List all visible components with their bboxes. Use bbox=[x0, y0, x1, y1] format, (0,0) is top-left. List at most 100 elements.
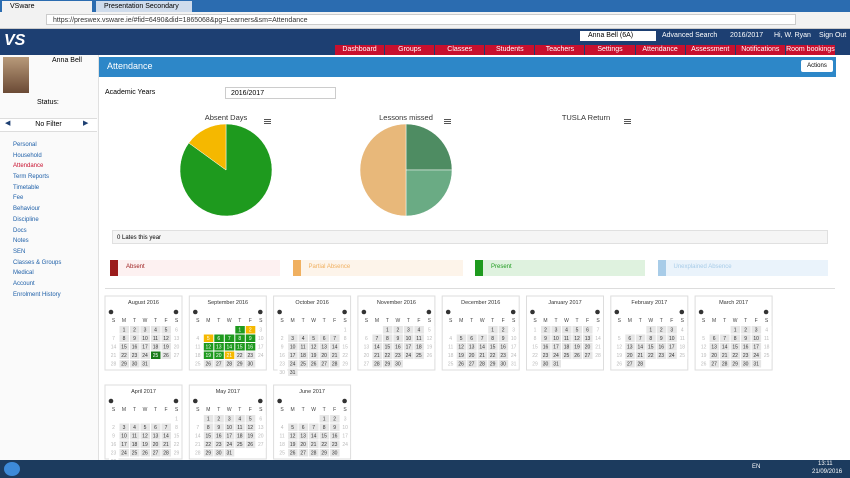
menu-item[interactable]: Attendance bbox=[635, 45, 685, 55]
user[interactable]: Hi, W. Ryan bbox=[774, 32, 811, 39]
nav-item[interactable]: Classes & Groups bbox=[13, 259, 62, 266]
nav-item[interactable]: Docs bbox=[13, 227, 27, 234]
day-cell bbox=[319, 440, 330, 448]
nav-item[interactable]: Behaviour bbox=[13, 206, 41, 213]
day-cell bbox=[203, 449, 214, 457]
day: 13 bbox=[174, 336, 180, 342]
day: 8 bbox=[534, 336, 537, 342]
menu-item[interactable]: Dashboard bbox=[335, 45, 385, 55]
nav-item[interactable]: Personal bbox=[13, 142, 37, 148]
day: 30 bbox=[279, 370, 285, 376]
day-cell bbox=[403, 351, 414, 359]
day: 8 bbox=[344, 336, 347, 342]
nav-item[interactable]: Timetable bbox=[13, 184, 40, 191]
nav-item[interactable]: Attendance bbox=[13, 163, 44, 170]
day-cell bbox=[193, 360, 203, 368]
url[interactable]: https://preswex.vsware.ie/#fid=6490&did=… bbox=[46, 14, 796, 25]
tab[interactable]: VSware bbox=[2, 1, 92, 12]
tab[interactable]: Presentation Secondary bbox=[96, 1, 192, 12]
day-cell bbox=[593, 326, 603, 334]
search[interactable]: Anna Bell (6A) bbox=[580, 31, 656, 41]
nav-item[interactable]: Discipline bbox=[13, 216, 39, 223]
day: 5 bbox=[702, 336, 705, 342]
filter[interactable]: No Filter bbox=[0, 118, 97, 132]
advanced-search[interactable]: Advanced Search bbox=[662, 32, 718, 39]
day: 21 bbox=[374, 353, 380, 359]
day-cell bbox=[130, 334, 140, 342]
day: 9 bbox=[333, 425, 336, 431]
day: 26 bbox=[290, 451, 296, 457]
day-cell bbox=[172, 432, 182, 440]
nav-item[interactable]: Enrolment History bbox=[13, 291, 61, 298]
day-cell bbox=[277, 449, 288, 457]
day-cell bbox=[277, 351, 288, 359]
day: 20 bbox=[216, 353, 222, 359]
day-cell bbox=[583, 343, 593, 351]
day: 27 bbox=[711, 362, 717, 368]
prev[interactable]: ◀ bbox=[5, 120, 11, 127]
day: 25 bbox=[448, 362, 454, 368]
day-cell bbox=[277, 440, 288, 448]
sign-out[interactable]: Sign Out bbox=[819, 32, 847, 39]
menu-item[interactable]: Settings bbox=[585, 45, 635, 55]
menu-item[interactable]: Room bookings bbox=[785, 45, 835, 55]
day: 19 bbox=[163, 345, 169, 351]
weekday: S bbox=[512, 318, 516, 324]
day: 13 bbox=[627, 345, 633, 351]
nav-item[interactable]: Account bbox=[13, 280, 35, 287]
day-cell bbox=[446, 334, 456, 342]
day: 16 bbox=[395, 345, 401, 351]
nav-item[interactable]: Household bbox=[13, 152, 42, 159]
day: 5 bbox=[428, 328, 431, 334]
nav-item[interactable]: SEN bbox=[13, 248, 26, 255]
day: 15 bbox=[237, 345, 243, 351]
day: 9 bbox=[502, 336, 505, 342]
day-cell bbox=[330, 449, 340, 457]
day: 29 bbox=[321, 451, 327, 457]
nav-item[interactable]: Notes bbox=[13, 238, 29, 245]
day: 9 bbox=[281, 345, 284, 351]
day: 4 bbox=[238, 417, 241, 423]
year[interactable]: 2016/2017 bbox=[730, 32, 764, 39]
day: 25 bbox=[237, 442, 243, 448]
menu-item[interactable]: Notifications bbox=[735, 45, 785, 55]
day-cell bbox=[709, 334, 720, 342]
day: 5 bbox=[207, 336, 210, 342]
next-month bbox=[258, 309, 263, 315]
nav-item[interactable]: Term Reports bbox=[13, 174, 50, 181]
day: 7 bbox=[165, 425, 168, 431]
year-select[interactable]: 2016/2017 bbox=[225, 87, 336, 99]
day: 26 bbox=[142, 451, 148, 457]
day-cell bbox=[382, 326, 393, 334]
nav-item[interactable]: Fee bbox=[13, 195, 24, 202]
weekday: T bbox=[660, 318, 663, 324]
day-cell bbox=[677, 326, 688, 334]
menu-item[interactable]: Students bbox=[485, 45, 535, 55]
day-cell bbox=[446, 351, 456, 359]
day: 23 bbox=[132, 353, 138, 359]
menu-item[interactable]: Groups bbox=[385, 45, 435, 55]
day-cell bbox=[498, 326, 509, 334]
day-cell bbox=[277, 423, 288, 431]
menu-item[interactable]: Teachers bbox=[535, 45, 585, 55]
day: 20 bbox=[469, 353, 475, 359]
menu-item[interactable]: Assessment bbox=[685, 45, 735, 55]
day-cell bbox=[119, 440, 129, 448]
weekday: S bbox=[196, 407, 200, 413]
next[interactable]: ▶ bbox=[83, 120, 89, 127]
day-cell bbox=[245, 440, 256, 448]
weekday: S bbox=[175, 407, 179, 413]
day-cell bbox=[193, 343, 203, 351]
day: 19 bbox=[311, 353, 317, 359]
day: 13 bbox=[364, 345, 370, 351]
day: 31 bbox=[227, 451, 233, 457]
weekday: W bbox=[227, 318, 232, 324]
day-cell bbox=[224, 334, 235, 342]
day: 21 bbox=[595, 345, 601, 351]
menu-item[interactable]: Classes bbox=[435, 45, 485, 55]
logo[interactable]: VS bbox=[4, 32, 26, 49]
weekday: S bbox=[280, 407, 284, 413]
start[interactable] bbox=[4, 462, 20, 476]
nav-item[interactable]: Medical bbox=[13, 270, 34, 277]
actions[interactable]: Actions bbox=[801, 60, 833, 72]
